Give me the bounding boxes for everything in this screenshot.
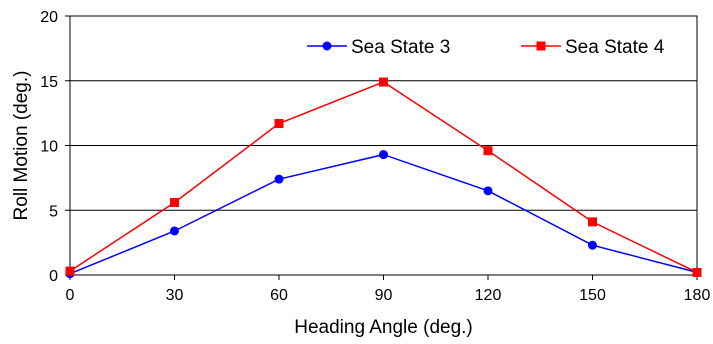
- data-point: [274, 174, 284, 184]
- data-point: [170, 197, 179, 207]
- x-tick-label: 150: [579, 287, 606, 304]
- data-point: [483, 146, 493, 156]
- y-tick-label: 10: [40, 139, 58, 156]
- data-point: [274, 118, 284, 128]
- series-line: [69, 153, 698, 275]
- y-tick-label: 15: [40, 74, 58, 91]
- data-point: [588, 217, 597, 227]
- data-point: [379, 150, 388, 160]
- y-tick-label: 20: [40, 9, 58, 26]
- data-point: [588, 240, 597, 250]
- data-point: [692, 267, 702, 277]
- legend-marker: [536, 41, 546, 51]
- data-point: [170, 226, 179, 236]
- series-layer: [65, 77, 702, 279]
- y-tick-label: 5: [49, 203, 58, 220]
- x-tick-label: 60: [270, 287, 288, 304]
- legend: Sea State 3 Sea State 4: [307, 37, 665, 58]
- y-tick-label: 0: [49, 268, 58, 285]
- y-axis-label: Roll Motion (deg.): [11, 71, 32, 221]
- tick-labels: 0 30 60 90 120 150 180 0 5 10 15 20: [40, 9, 710, 304]
- x-tick-label: 30: [166, 287, 184, 304]
- series-line: [69, 81, 698, 274]
- series-2: [65, 77, 702, 277]
- data-point: [379, 77, 388, 87]
- grid-lines: [70, 80, 697, 211]
- legend-label: Sea State 3: [351, 37, 450, 58]
- x-tick-label: 120: [475, 287, 502, 304]
- legend-item-2: Sea State 4: [521, 37, 665, 58]
- x-axis-label: Heading Angle (deg.): [294, 317, 473, 338]
- x-tick-label: 180: [684, 287, 711, 304]
- legend-marker: [322, 41, 332, 51]
- data-point: [483, 186, 493, 196]
- x-tick-label: 90: [375, 287, 393, 304]
- legend-item-1: Sea State 3: [307, 37, 450, 58]
- x-tick-label: 0: [66, 287, 75, 304]
- data-point: [65, 266, 75, 276]
- series-1: [65, 150, 702, 279]
- legend-label: Sea State 4: [565, 37, 665, 58]
